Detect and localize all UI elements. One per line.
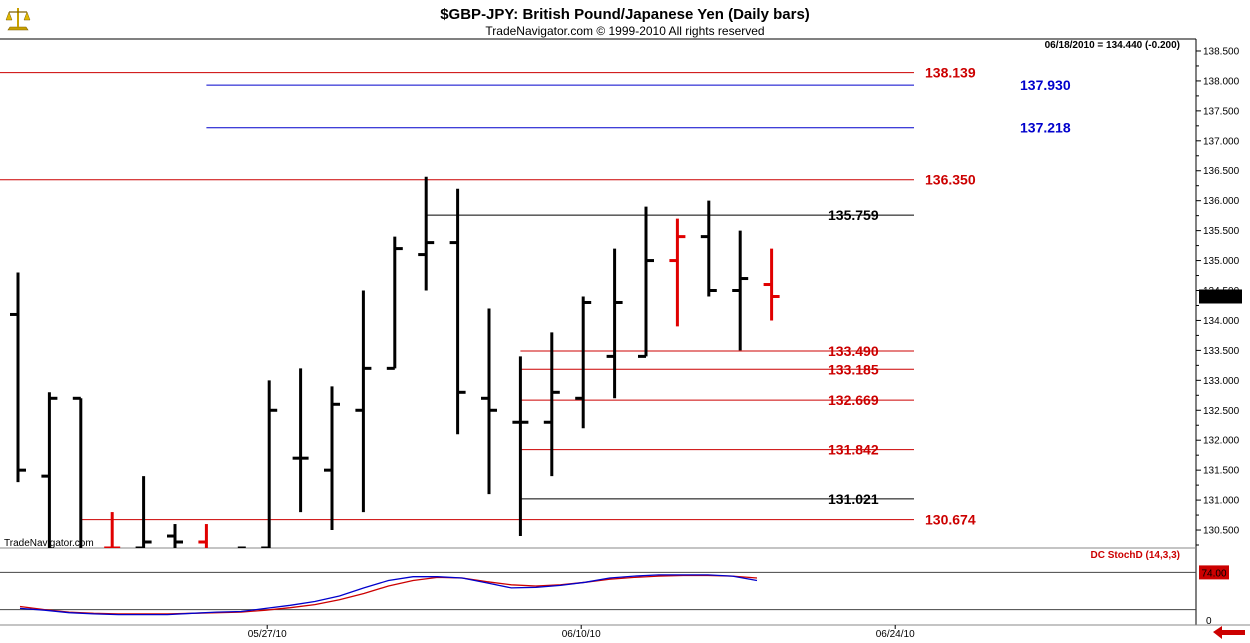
ohlc-bar xyxy=(700,200,717,297)
y-tick-label: 134.000 xyxy=(1203,316,1240,327)
ohlc-bar xyxy=(72,396,83,548)
levels-layer xyxy=(0,72,914,521)
ohlc-bar xyxy=(638,206,654,358)
indicator-name: DC StochD (14,3,3) xyxy=(1091,550,1180,561)
level-label: 133.185 xyxy=(828,361,879,377)
ohlc-bar xyxy=(355,290,372,513)
last-price-label: 134.440 xyxy=(1202,292,1239,303)
chart-title: $GBP-JPY: British Pound/Japanese Yen (Da… xyxy=(440,6,810,23)
x-tick-label: 06/10/10 xyxy=(562,629,601,640)
x-tick-label: 05/27/10 xyxy=(248,629,287,640)
y-tick-label: 138.000 xyxy=(1203,76,1240,87)
x-tick-label: 06/24/10 xyxy=(876,629,915,640)
ohlc-bar xyxy=(135,476,152,548)
ohlc-bar xyxy=(324,386,340,531)
stoch-d-line xyxy=(19,574,758,615)
ohlc-bar xyxy=(418,176,435,291)
ohlc-bar xyxy=(732,230,749,351)
ohlc-bar xyxy=(575,296,592,429)
ohlc-bar xyxy=(104,512,121,548)
ohlc-bar xyxy=(167,524,183,548)
level-label: 138.139 xyxy=(925,65,976,81)
y-tick-label: 130.500 xyxy=(1203,526,1240,537)
ohlc-bar xyxy=(41,392,58,548)
level-label: 133.490 xyxy=(828,343,879,359)
y-tick-label: 132.000 xyxy=(1203,436,1240,447)
y-tick-label: 131.500 xyxy=(1203,466,1240,477)
level-label: 137.218 xyxy=(1020,120,1071,136)
badges-layer: 134.440 xyxy=(1199,289,1242,304)
y-tick-label: 137.000 xyxy=(1203,136,1240,147)
bars-layer xyxy=(10,176,780,548)
y-tick-label: 133.000 xyxy=(1203,376,1240,387)
ohlc-bar xyxy=(512,356,529,537)
y-tick-label: 132.500 xyxy=(1203,406,1240,417)
last-price-badge xyxy=(1199,289,1242,304)
level-label: 131.021 xyxy=(828,491,879,507)
ohlc-bar xyxy=(543,332,560,477)
y-tick-label: 136.500 xyxy=(1203,166,1240,177)
ohlc-bar xyxy=(10,272,26,483)
level-label: 136.350 xyxy=(925,172,976,188)
ohlc-bar xyxy=(481,308,497,495)
y-tick-label: 135.500 xyxy=(1203,226,1240,237)
indicator-zero-label: 0 xyxy=(1206,616,1212,627)
stoch-k-line xyxy=(19,574,758,616)
y-axis: 130.500 131.000 131.500 132.000 132.500 133.0… xyxy=(1196,46,1240,546)
ohlc-bar xyxy=(606,248,623,399)
ohlc-bar xyxy=(449,188,466,435)
level-label: 130.674 xyxy=(925,512,976,528)
ohlc-bar xyxy=(669,218,686,327)
level-label: 131.842 xyxy=(828,442,879,458)
quote-readout: 06/18/2010 = 134.440 (-0.200) xyxy=(1045,40,1180,51)
level-label: 137.930 xyxy=(1020,77,1071,93)
y-tick-label: 137.500 xyxy=(1203,106,1240,117)
app-logo-icon xyxy=(4,3,32,35)
level-label: 135.759 xyxy=(828,207,879,223)
level-label: 132.669 xyxy=(828,392,879,408)
indicator-pane: 74.00 0 xyxy=(0,565,1229,627)
y-tick-label: 133.500 xyxy=(1203,346,1240,357)
ohlc-bar xyxy=(763,248,780,321)
y-tick-label: 131.000 xyxy=(1203,496,1240,507)
level-labels: 138.139 137.930 137.218 136.350 135.759 133.4… xyxy=(828,65,1071,528)
ohlc-bar xyxy=(237,546,246,548)
ohlc-bar xyxy=(261,380,278,548)
indicator-value-label: 74.00 xyxy=(1201,568,1226,579)
ohlc-bar xyxy=(198,524,208,548)
indicator-value-badge xyxy=(1199,565,1229,580)
y-tick-label: 135.000 xyxy=(1203,256,1240,267)
plot-frame xyxy=(0,38,1250,626)
copyright-text: TradeNavigator.com © 1999-2010 All right… xyxy=(485,24,764,38)
y-tick-label: 136.000 xyxy=(1203,196,1240,207)
x-axis: 05/27/10 06/10/10 06/24/10 xyxy=(248,625,915,640)
y-tick-label: 138.500 xyxy=(1203,46,1240,57)
ohlc-bar xyxy=(292,368,309,513)
scroll-left-arrow-icon[interactable] xyxy=(1213,626,1245,639)
ohlc-bar xyxy=(386,236,403,370)
